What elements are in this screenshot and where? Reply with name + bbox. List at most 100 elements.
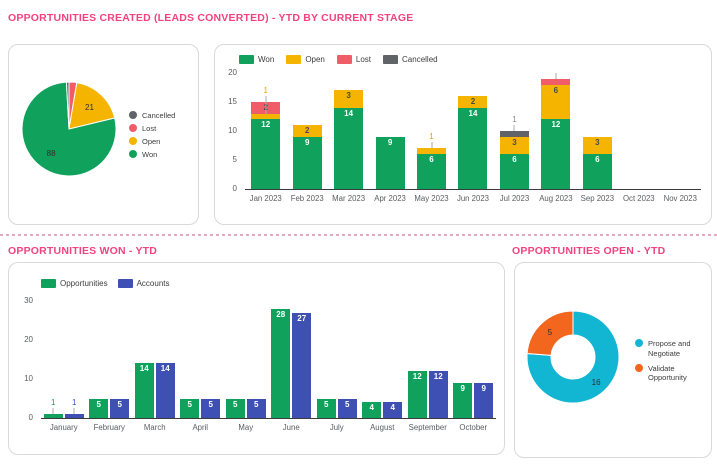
bar-slot-apr-2023: 9 xyxy=(369,73,410,189)
bar-wrap-accounts-august: 4 xyxy=(383,402,403,418)
stacked-bar-may-2023[interactable]: 6 xyxy=(417,148,447,189)
x-tick-july: July xyxy=(329,423,344,432)
donut-legend: Propose and Negotiate Validate Opportunit… xyxy=(635,339,706,383)
bar-opportunities-april[interactable]: 5 xyxy=(180,398,200,418)
bar-accounts-june[interactable]: 27 xyxy=(292,312,312,418)
y-tick-10: 10 xyxy=(24,374,33,383)
segment-won-apr-2023[interactable]: 9 xyxy=(375,136,405,189)
bar-accounts-february[interactable]: 5 xyxy=(110,398,130,418)
stage-pie-card: 21 88 Cancelled Lost Open Won xyxy=(8,44,199,225)
legend-item-propose-and-negotiate[interactable]: Propose and Negotiate xyxy=(635,339,706,359)
slice-validate-opportunity[interactable] xyxy=(526,310,574,356)
bar-wrap-opportunities-september: 12 xyxy=(407,371,427,418)
legend-item-opportunities[interactable]: Opportunities xyxy=(41,279,108,288)
leader-line xyxy=(555,72,557,79)
legend-item-lost[interactable]: Lost xyxy=(129,124,175,133)
legend-label-cancelled: Cancelled xyxy=(402,55,438,64)
bar-accounts-september[interactable]: 12 xyxy=(428,371,448,418)
stacked-bar-mar-2023[interactable]: 14 3 xyxy=(334,90,364,189)
segment-won-sep-2023[interactable]: 6 xyxy=(582,154,612,189)
bar-opportunities-may[interactable]: 5 xyxy=(225,398,245,418)
bar-accounts-may[interactable]: 5 xyxy=(246,398,266,418)
leader-line xyxy=(431,142,433,149)
stacked-bar-apr-2023[interactable]: 9 xyxy=(375,136,405,189)
legend-item-accounts[interactable]: Accounts xyxy=(117,279,170,288)
bar-accounts-march[interactable]: 14 xyxy=(155,363,175,418)
slice-open[interactable] xyxy=(68,82,116,130)
legend-swatch-lost xyxy=(129,124,137,132)
y-tick-10: 10 xyxy=(228,126,237,135)
slice-won[interactable] xyxy=(21,81,117,177)
bar-opportunities-september[interactable]: 12 xyxy=(407,371,427,418)
legend-item-validate-opportunity[interactable]: Validate Opportunity xyxy=(635,363,706,384)
bar-value: 5 xyxy=(324,399,329,409)
bar-opportunities-february[interactable]: 5 xyxy=(89,398,109,418)
segment-open-jun-2023[interactable]: 2 xyxy=(458,96,488,108)
segment-won-feb-2023[interactable]: 9 xyxy=(292,136,322,189)
segment-won-may-2023[interactable]: 6 xyxy=(417,154,447,189)
bar-opportunities-january[interactable] xyxy=(43,414,63,418)
leader-line xyxy=(265,96,267,114)
legend-item-cancelled[interactable]: Cancelled xyxy=(383,55,438,64)
legend-item-open[interactable]: Open xyxy=(129,137,175,146)
segment-open-mar-2023[interactable]: 3 xyxy=(334,90,364,108)
bar-value: 5 xyxy=(233,399,238,409)
legend-item-lost[interactable]: Lost xyxy=(336,55,371,64)
legend-label-open: Open xyxy=(142,137,161,146)
bar-accounts-april[interactable]: 5 xyxy=(201,398,221,418)
segment-won-jun-2023[interactable]: 14 xyxy=(458,107,488,189)
segment-won-jan-2023[interactable]: 12 xyxy=(251,119,281,189)
segment-open-feb-2023[interactable]: 2 xyxy=(292,125,322,137)
slice-cancelled[interactable] xyxy=(65,81,70,130)
x-tick-august: August xyxy=(370,423,395,432)
bar-opportunities-august[interactable]: 4 xyxy=(362,402,382,418)
segment-won-jul-2023[interactable]: 6 xyxy=(499,154,529,189)
bar-opportunities-march[interactable]: 14 xyxy=(134,363,154,418)
bar-value: 5 xyxy=(187,399,192,409)
stacked-bar-jan-2023[interactable]: 122 xyxy=(251,102,281,189)
bar-value: 27 xyxy=(297,313,307,323)
legend-item-open[interactable]: Open xyxy=(286,55,325,64)
segment-cancelled-jul-2023[interactable] xyxy=(499,131,529,137)
y-tick-15: 15 xyxy=(228,97,237,106)
bar-accounts-october[interactable]: 9 xyxy=(474,382,494,418)
segment-open-may-2023[interactable] xyxy=(417,148,447,155)
leader-line xyxy=(73,408,75,415)
slice-propose-and-negotiate[interactable] xyxy=(526,310,620,404)
bar-opportunities-october[interactable]: 9 xyxy=(453,382,473,418)
segment-lost-aug-2023[interactable] xyxy=(541,78,571,85)
bar-accounts-august[interactable]: 4 xyxy=(383,402,403,418)
bar-accounts-january[interactable] xyxy=(64,414,84,418)
x-tick-january: January xyxy=(49,423,78,432)
segment-open-sep-2023[interactable]: 3 xyxy=(582,136,612,155)
legend-item-won[interactable]: Won xyxy=(239,55,274,64)
legend-swatch-cancelled xyxy=(383,55,399,64)
legend-item-won[interactable]: Won xyxy=(129,150,175,159)
legend-swatch-accounts xyxy=(117,279,133,288)
legend-label-won: Won xyxy=(258,55,275,64)
bar-opportunities-june[interactable]: 28 xyxy=(271,308,291,418)
bar-value: 5 xyxy=(345,399,350,409)
legend-label-opportunities: Opportunities xyxy=(60,279,108,288)
segment-open-aug-2023[interactable]: 6 xyxy=(541,84,571,120)
legend-label-cancelled: Cancelled xyxy=(142,111,176,120)
segment-won-mar-2023[interactable]: 14 xyxy=(334,107,364,189)
bar-accounts-july[interactable]: 5 xyxy=(337,398,357,418)
bar-opportunities-july[interactable]: 5 xyxy=(316,398,336,418)
segment-value: 3 xyxy=(346,91,351,101)
bar-wrap-accounts-may: 5 xyxy=(246,398,266,418)
segment-open-jan-2023[interactable] xyxy=(251,113,281,120)
stacked-bar-jun-2023[interactable]: 14 2 xyxy=(458,96,488,189)
stacked-bar-aug-2023[interactable]: 12 6 xyxy=(541,78,571,189)
segment-won-aug-2023[interactable]: 12 xyxy=(541,119,571,189)
segment-open-jul-2023[interactable]: 3 xyxy=(499,136,529,155)
legend-item-cancelled[interactable]: Cancelled xyxy=(129,111,175,120)
